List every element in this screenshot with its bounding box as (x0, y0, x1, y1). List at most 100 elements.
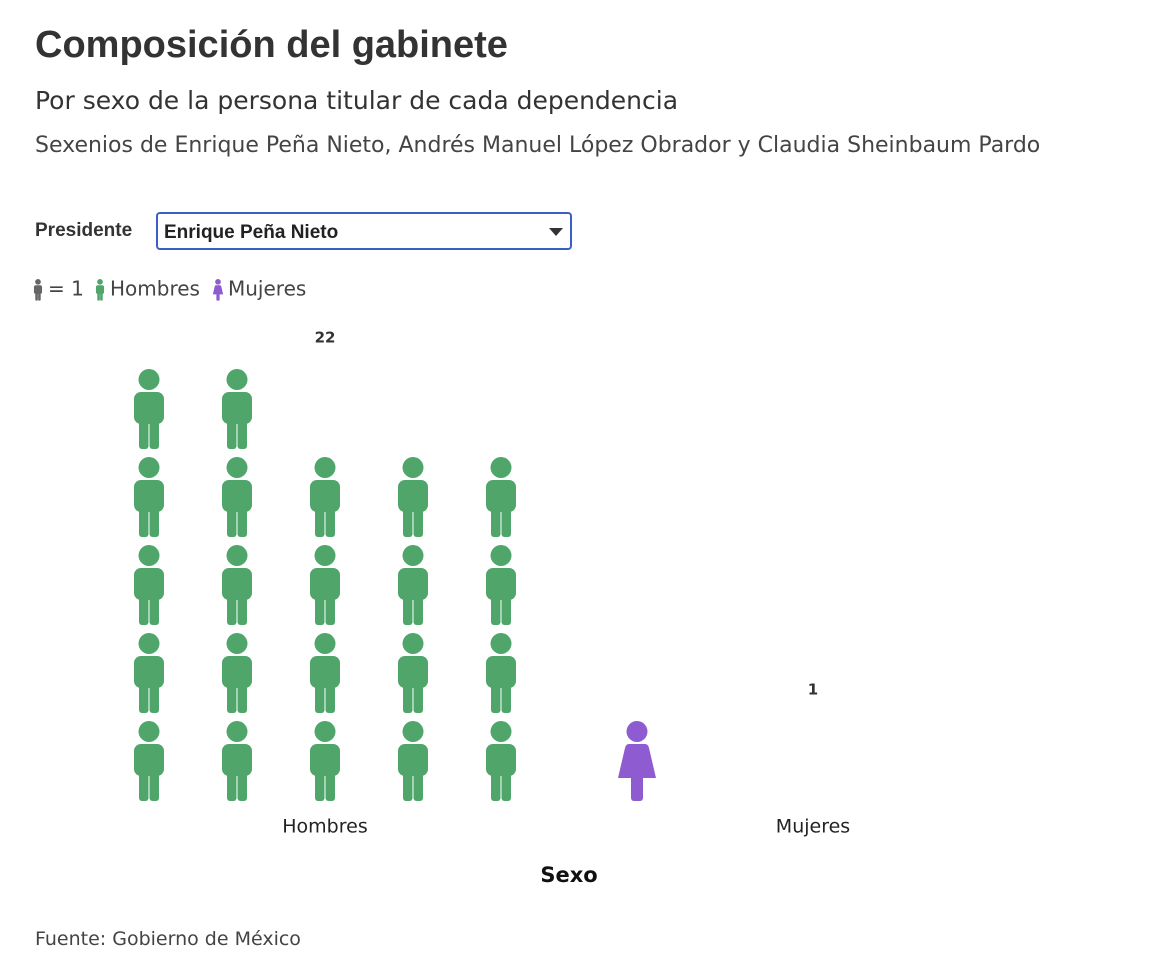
icon-body (486, 568, 516, 600)
icon-head (138, 457, 160, 478)
person-icon (33, 279, 43, 301)
icon-body (33, 285, 43, 294)
icon-leg (413, 681, 423, 713)
icon-leg (149, 593, 159, 625)
icon-head (138, 721, 160, 742)
icon-head (138, 369, 160, 390)
icon-body (486, 480, 516, 512)
legend-label: Mujeres (228, 277, 306, 301)
icon-leg (149, 681, 159, 713)
icon-leg (413, 593, 423, 625)
icon-leg (97, 291, 100, 301)
icon-leg (315, 593, 325, 625)
icon-head (402, 633, 424, 654)
data-label: 22 (315, 329, 336, 347)
person-icon (486, 457, 516, 537)
icon-leg (35, 291, 38, 301)
chart-source: Fuente: Gobierno de México (35, 928, 301, 950)
person-icon (398, 457, 428, 537)
icon-head (35, 279, 41, 285)
person-icon (398, 633, 428, 713)
icon-leg (403, 681, 413, 713)
icon-body (222, 656, 252, 688)
icon-leg (139, 681, 149, 713)
icon-leg (501, 681, 511, 713)
icon-leg (237, 417, 247, 449)
chart-description: Sexenios de Enrique Peña Nieto, Andrés M… (35, 133, 1041, 158)
person-icon (222, 721, 252, 801)
icon-leg (139, 505, 149, 537)
person-icon (310, 633, 340, 713)
icon-body (398, 656, 428, 688)
icon-leg (491, 681, 501, 713)
icon-head (490, 721, 512, 742)
chart-subtitle: Por sexo de la persona titular de cada d… (35, 86, 679, 115)
icon-leg (325, 681, 335, 713)
icon-body (134, 392, 164, 424)
icon-body (134, 480, 164, 512)
icon-leg (227, 681, 237, 713)
icon-head (402, 721, 424, 742)
x-tick-label: Hombres (282, 816, 367, 838)
filter-dropdown[interactable]: Enrique Peña Nieto (156, 212, 572, 250)
icon-dress (212, 285, 224, 295)
icon-head (314, 457, 336, 478)
icon-leg (237, 769, 247, 801)
icon-head (215, 279, 221, 285)
icon-body (222, 480, 252, 512)
icon-leg (149, 505, 159, 537)
icon-leg (315, 769, 325, 801)
person-icon (95, 279, 105, 301)
x-tick-label: Mujeres (776, 816, 850, 838)
person-icon (222, 633, 252, 713)
icon-leg (227, 593, 237, 625)
x-axis-title: Sexo (540, 863, 597, 887)
icon-head (402, 545, 424, 566)
icon-head (226, 721, 248, 742)
person-icon (222, 457, 252, 537)
icon-leg (227, 769, 237, 801)
icon-leg (413, 769, 423, 801)
person-icon (486, 545, 516, 625)
icon-body (222, 744, 252, 776)
icon-body (222, 392, 252, 424)
chart-title: Composición del gabinete (35, 24, 508, 66)
icon-leg (501, 769, 511, 801)
icon-body (398, 568, 428, 600)
data-label: 1 (808, 681, 818, 699)
icon-leg (325, 505, 335, 537)
icon-body (310, 744, 340, 776)
icon-head (402, 457, 424, 478)
icon-leg (501, 593, 511, 625)
icon-leg (149, 417, 159, 449)
icon-body (486, 744, 516, 776)
person-icon (222, 369, 252, 449)
legend-unit-label: = 1 (48, 277, 84, 301)
icon-body (134, 744, 164, 776)
icon-body (310, 656, 340, 688)
icon-leg (38, 291, 41, 301)
person-icon (134, 633, 164, 713)
person-icon (398, 721, 428, 801)
icon-body (95, 285, 105, 294)
icon-dress (618, 744, 656, 778)
icon-body (398, 744, 428, 776)
icon-head (97, 279, 103, 285)
person-icon (134, 545, 164, 625)
chart: = 1 Hombres Mujeres 22 Hombres 1 Mujeres Sexo (33, 277, 850, 887)
person-icon (134, 721, 164, 801)
icon-leg (315, 505, 325, 537)
person-icon (618, 721, 656, 801)
icon-head (626, 721, 648, 742)
person-icon (310, 545, 340, 625)
icon-leg (237, 593, 247, 625)
icon-leg (413, 505, 423, 537)
icon-head (138, 545, 160, 566)
icon-head (226, 457, 248, 478)
icon-head (490, 457, 512, 478)
icon-leg (149, 769, 159, 801)
person-icon (222, 545, 252, 625)
person-icon (134, 369, 164, 449)
icon-leg (139, 417, 149, 449)
icon-head (226, 545, 248, 566)
